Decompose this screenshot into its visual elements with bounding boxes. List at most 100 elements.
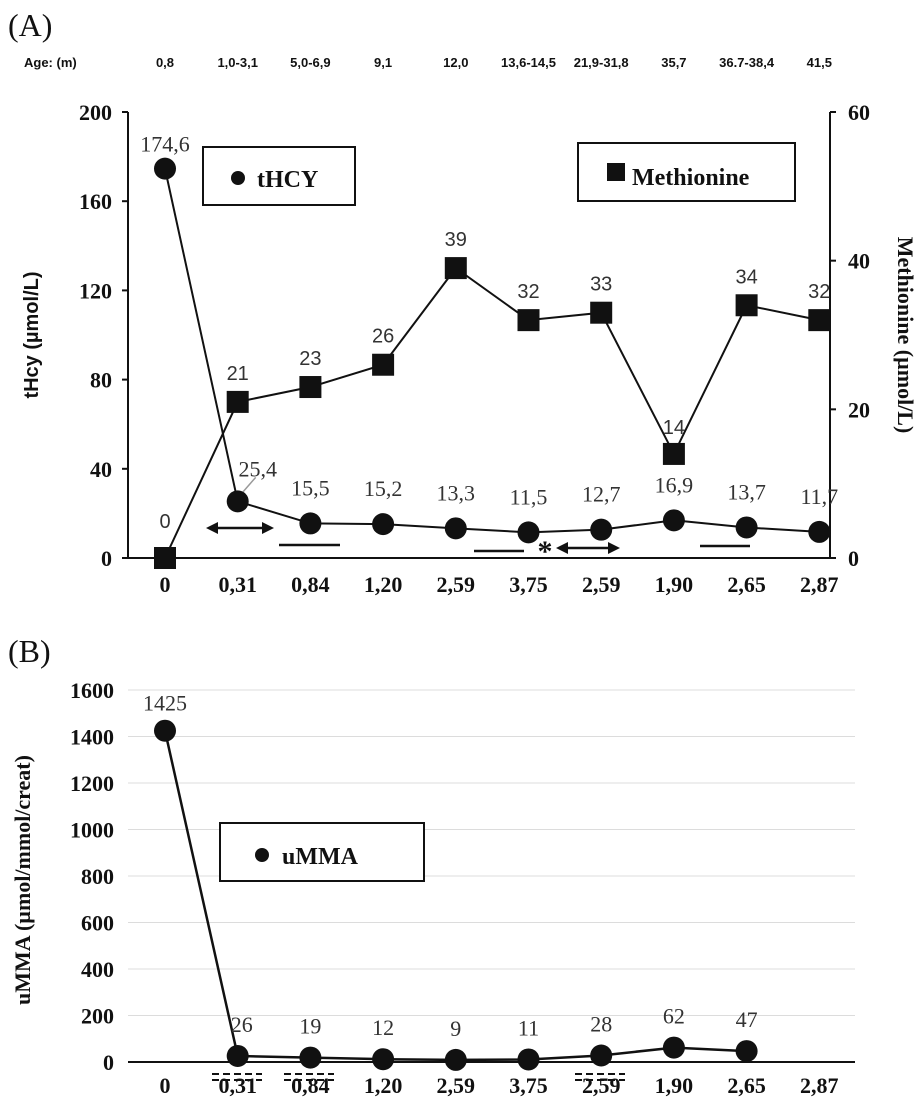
panel-a-series: 174,6 25,4 15,5 15,2 13,3 11,5 12,7 16,9 13,7 11,…	[140, 132, 838, 569]
thcy-point	[808, 520, 831, 543]
panel-a-ytick-label: 0	[101, 546, 112, 571]
methionine-point	[444, 257, 467, 280]
methionine-data-label: 32	[517, 281, 539, 303]
age-value: 0,8	[156, 55, 174, 70]
thcy-label-leader	[241, 476, 257, 494]
panel-b-ytick-label: 800	[81, 864, 114, 889]
methionine-data-label: 26	[372, 326, 394, 348]
methionine-point	[372, 353, 395, 376]
panel-b-xtick-label: 1,90	[655, 1073, 694, 1098]
dashed-underline-2	[284, 1073, 334, 1081]
umma-point	[662, 1036, 685, 1059]
legend-thcy-box	[202, 146, 356, 206]
legend-umma-label: uMMA	[282, 844, 359, 870]
thcy-data-label: 11,5	[510, 484, 548, 509]
umma-data-label: 1425	[143, 691, 187, 716]
methionine-point	[299, 376, 322, 399]
panel-b-xtick-label: 0,84	[291, 1073, 330, 1098]
panel-b-axes: 0 200 400 600 800 1000 1200 1400 1600 0 0,31 0,84 1,…	[70, 678, 855, 1098]
thcy-point	[299, 512, 322, 535]
thcy-point	[735, 516, 758, 539]
thcy-point	[662, 509, 685, 532]
umma-data-label: 19	[299, 1014, 321, 1039]
age-value: 13,6-14,5	[501, 55, 556, 70]
legend-thcy: tHCY	[202, 146, 356, 206]
panel-a-xtick-label: 3,75	[509, 572, 548, 597]
methionine-point	[662, 442, 685, 465]
thcy-data-label: 15,2	[364, 476, 403, 501]
dashed-underline-3	[575, 1073, 625, 1081]
panel-b-ytick-label: 1600	[70, 678, 114, 703]
panel-a-xtick-label: 1,20	[364, 572, 403, 597]
panel-a-xtick-label: 0	[160, 572, 171, 597]
methionine-data-label: 23	[299, 348, 321, 370]
age-row-label: Age: (m)	[24, 55, 77, 70]
panel-b-ytick-label: 1400	[70, 725, 114, 750]
methionine-data-label: 33	[590, 274, 612, 296]
umma-data-label: 47	[736, 1007, 758, 1032]
methionine-point	[590, 301, 613, 324]
panel-b-xtick-label: 3,75	[509, 1073, 548, 1098]
panel-a-ytick-label: 200	[79, 100, 112, 125]
panel-b-ytick-label: 400	[81, 957, 114, 982]
panel-a-y2tick-label: 60	[848, 100, 870, 125]
panel-b-xtick-label: 2,59	[437, 1073, 476, 1098]
umma-point	[226, 1044, 249, 1067]
panel-a-ylabel: tHcy (µmol/L)	[21, 271, 43, 398]
dashed-underline-1	[212, 1073, 262, 1081]
panel-b-xtick-label: 1,20	[364, 1073, 403, 1098]
umma-point	[372, 1048, 395, 1071]
thcy-data-label: 13,3	[437, 480, 476, 505]
thcy-line	[164, 168, 820, 534]
methionine-point	[226, 390, 249, 413]
panel-a-annotations: *	[206, 522, 750, 568]
thcy-data-label: 15,5	[291, 475, 330, 500]
methionine-point	[808, 309, 831, 332]
panel-b-ylabel: uMMA (µmol/mmol/creat)	[10, 755, 35, 1005]
age-value: 9,1	[374, 55, 392, 70]
umma-data-label: 12	[372, 1015, 394, 1040]
thcy-point	[154, 157, 176, 180]
methionine-data-label: 0	[159, 511, 170, 533]
panel-a-ytick-label: 80	[90, 368, 112, 393]
panel-a-axes: 0 40 80 120 160 200 0 20 40 60 0 0,31 0,84 1,20 2,59 3,…	[79, 100, 870, 597]
legend-umma-marker	[255, 848, 269, 862]
panel-a-ytick-label: 160	[79, 189, 112, 214]
umma-point	[444, 1048, 467, 1071]
panel-b-ytick-label: 600	[81, 911, 114, 936]
panel-b-xtick-label: 0	[160, 1073, 171, 1098]
panel-b-xtick-label: 2,87	[800, 1073, 839, 1098]
panel-a-y2tick-label: 20	[848, 397, 870, 422]
panel-a-xtick-label: 0,84	[291, 572, 330, 597]
methionine-data-label: 34	[735, 266, 757, 288]
age-value: 1,0-3,1	[217, 55, 257, 70]
methionine-point	[735, 294, 758, 317]
umma-data-label: 26	[231, 1012, 253, 1037]
thcy-point	[372, 513, 395, 536]
umma-line	[163, 730, 747, 1062]
age-value: 41,5	[807, 55, 832, 70]
age-row: 0,8 1,0-3,1 5,0-6,9 9,1 12,0 13,6-14,5 21,9-31…	[156, 55, 832, 70]
methionine-point	[154, 547, 176, 569]
panel-b-xtick-label: 0,31	[218, 1073, 257, 1098]
panel-a-y2tick-label: 40	[848, 249, 870, 274]
thcy-point	[590, 518, 613, 541]
panel-a-label: (A)	[8, 7, 52, 43]
umma-data-label: 62	[663, 1004, 685, 1029]
umma-data-label: 11	[518, 1015, 539, 1040]
thcy-data-label: 12,7	[582, 482, 621, 507]
panel-a-ytick-label: 40	[90, 457, 112, 482]
legend-umma: uMMA	[219, 822, 425, 882]
thcy-point	[517, 521, 540, 544]
age-value: 36.7-38,4	[719, 55, 775, 70]
methionine-data-label: 14	[663, 417, 685, 439]
panel-a-xtick-label: 2,59	[582, 572, 621, 597]
panel-b-annotations	[212, 1073, 625, 1081]
umma-point	[517, 1048, 540, 1071]
panel-b-series: 1425 26 19 12 9 11 28 62 47	[143, 691, 758, 1071]
panel-a-xtick-label: 0,31	[218, 572, 257, 597]
age-value: 5,0-6,9	[290, 55, 330, 70]
legend-umma-box	[219, 822, 425, 882]
thcy-point	[444, 517, 467, 540]
